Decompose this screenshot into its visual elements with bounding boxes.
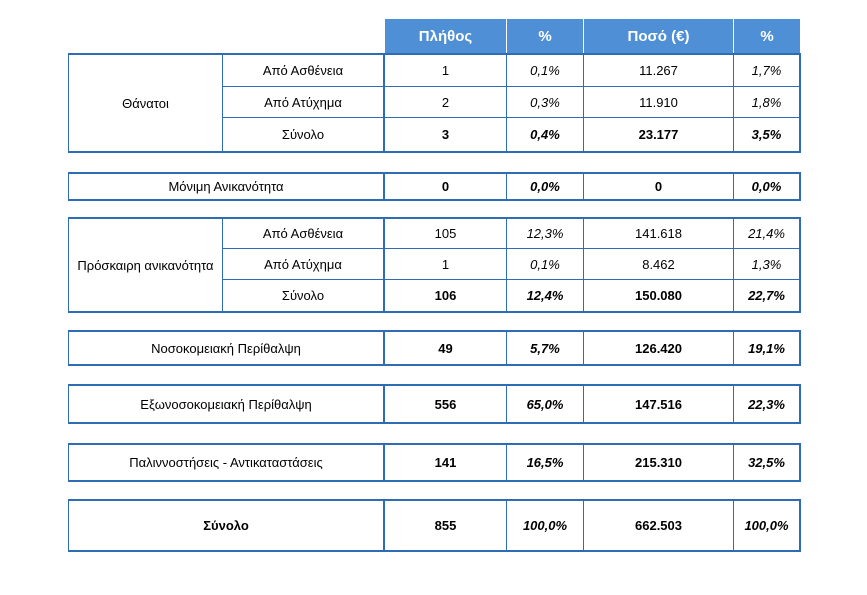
total-label: Σύνολο bbox=[203, 518, 249, 533]
amount-cell: 126.420 bbox=[635, 340, 682, 356]
count-cell: 106 bbox=[434, 288, 457, 303]
row-label: Από Ατύχημα bbox=[264, 94, 342, 110]
row-label: Εξωνοσοκομειακή Περίθαλψη bbox=[140, 396, 312, 412]
count-cell: 1 bbox=[441, 63, 450, 78]
amount-cell: 662.503 bbox=[635, 518, 682, 533]
count-cell: 105 bbox=[434, 226, 457, 241]
count-cell: 49 bbox=[438, 340, 453, 356]
percent-cell: 0,1% bbox=[530, 256, 560, 272]
amount-percent-cell: 22,7% bbox=[748, 288, 785, 303]
row-label: Παλιννοστήσεις - Αντικαταστάσεις bbox=[129, 455, 323, 470]
amount-percent-cell: 22,3% bbox=[748, 396, 785, 412]
amount-cell: 150.080 bbox=[635, 288, 682, 303]
deaths-label: Θάνατοι bbox=[122, 95, 169, 111]
percent-cell: 0,0% bbox=[530, 179, 560, 194]
amount-cell: 147.516 bbox=[635, 396, 682, 412]
header-amount: Ποσό (€) bbox=[584, 19, 734, 54]
count-cell: 141 bbox=[434, 455, 457, 470]
count-cell: 0 bbox=[441, 179, 450, 194]
amount-cell: 141.618 bbox=[635, 226, 682, 241]
percent-cell: 0,1% bbox=[530, 63, 560, 78]
row-label: Σύνολο bbox=[281, 127, 325, 142]
amount-percent-cell: 1,3% bbox=[751, 256, 782, 272]
percent-cell: 5,7% bbox=[530, 340, 560, 356]
amount-cell: 8.462 bbox=[642, 256, 675, 272]
row-label: Από Ασθένεια bbox=[262, 226, 344, 241]
amount-percent-cell: 1,8% bbox=[751, 94, 782, 110]
amount-percent-cell: 32,5% bbox=[748, 455, 785, 470]
amount-cell: 11.910 bbox=[639, 94, 678, 110]
count-cell: 855 bbox=[434, 518, 457, 533]
count-cell: 556 bbox=[434, 396, 457, 412]
percent-cell: 16,5% bbox=[526, 455, 564, 470]
header-count: Πλήθος bbox=[385, 19, 507, 54]
percent-cell: 0,4% bbox=[530, 127, 560, 142]
percent-cell: 12,3% bbox=[526, 226, 564, 241]
amount-cell: 11.267 bbox=[639, 63, 678, 78]
amount-percent-cell: 0,0% bbox=[751, 179, 782, 194]
row-label: Από Ατύχημα bbox=[264, 256, 342, 272]
row-label: Από Ασθένεια bbox=[262, 63, 344, 78]
amount-percent-cell: 100,0% bbox=[744, 518, 789, 533]
header-amount-percent: % bbox=[734, 19, 800, 54]
amount-percent-cell: 1,7% bbox=[751, 63, 782, 78]
percent-cell: 12,4% bbox=[526, 288, 564, 303]
percent-cell: 100,0% bbox=[522, 518, 568, 533]
row-label: Μόνιμη Ανικανότητα bbox=[168, 179, 284, 194]
row-label: Σύνολο bbox=[281, 288, 325, 303]
amount-percent-cell: 19,1% bbox=[748, 340, 785, 356]
percent-cell: 65,0% bbox=[526, 396, 564, 412]
count-cell: 2 bbox=[441, 94, 450, 110]
temporary-disability-label: Πρόσκαιρη ανικανότητα bbox=[77, 257, 214, 273]
amount-percent-cell: 21,4% bbox=[748, 226, 785, 241]
row-label: Νοσοκομειακή Περίθαλψη bbox=[151, 340, 301, 356]
amount-cell: 215.310 bbox=[635, 455, 682, 470]
count-cell: 3 bbox=[441, 127, 450, 142]
count-cell: 1 bbox=[441, 256, 450, 272]
amount-cell: 0 bbox=[654, 179, 663, 194]
percent-cell: 0,3% bbox=[530, 94, 560, 110]
header-percent: % bbox=[507, 19, 584, 54]
amount-percent-cell: 3,5% bbox=[751, 127, 782, 142]
amount-cell: 23.177 bbox=[638, 127, 679, 142]
